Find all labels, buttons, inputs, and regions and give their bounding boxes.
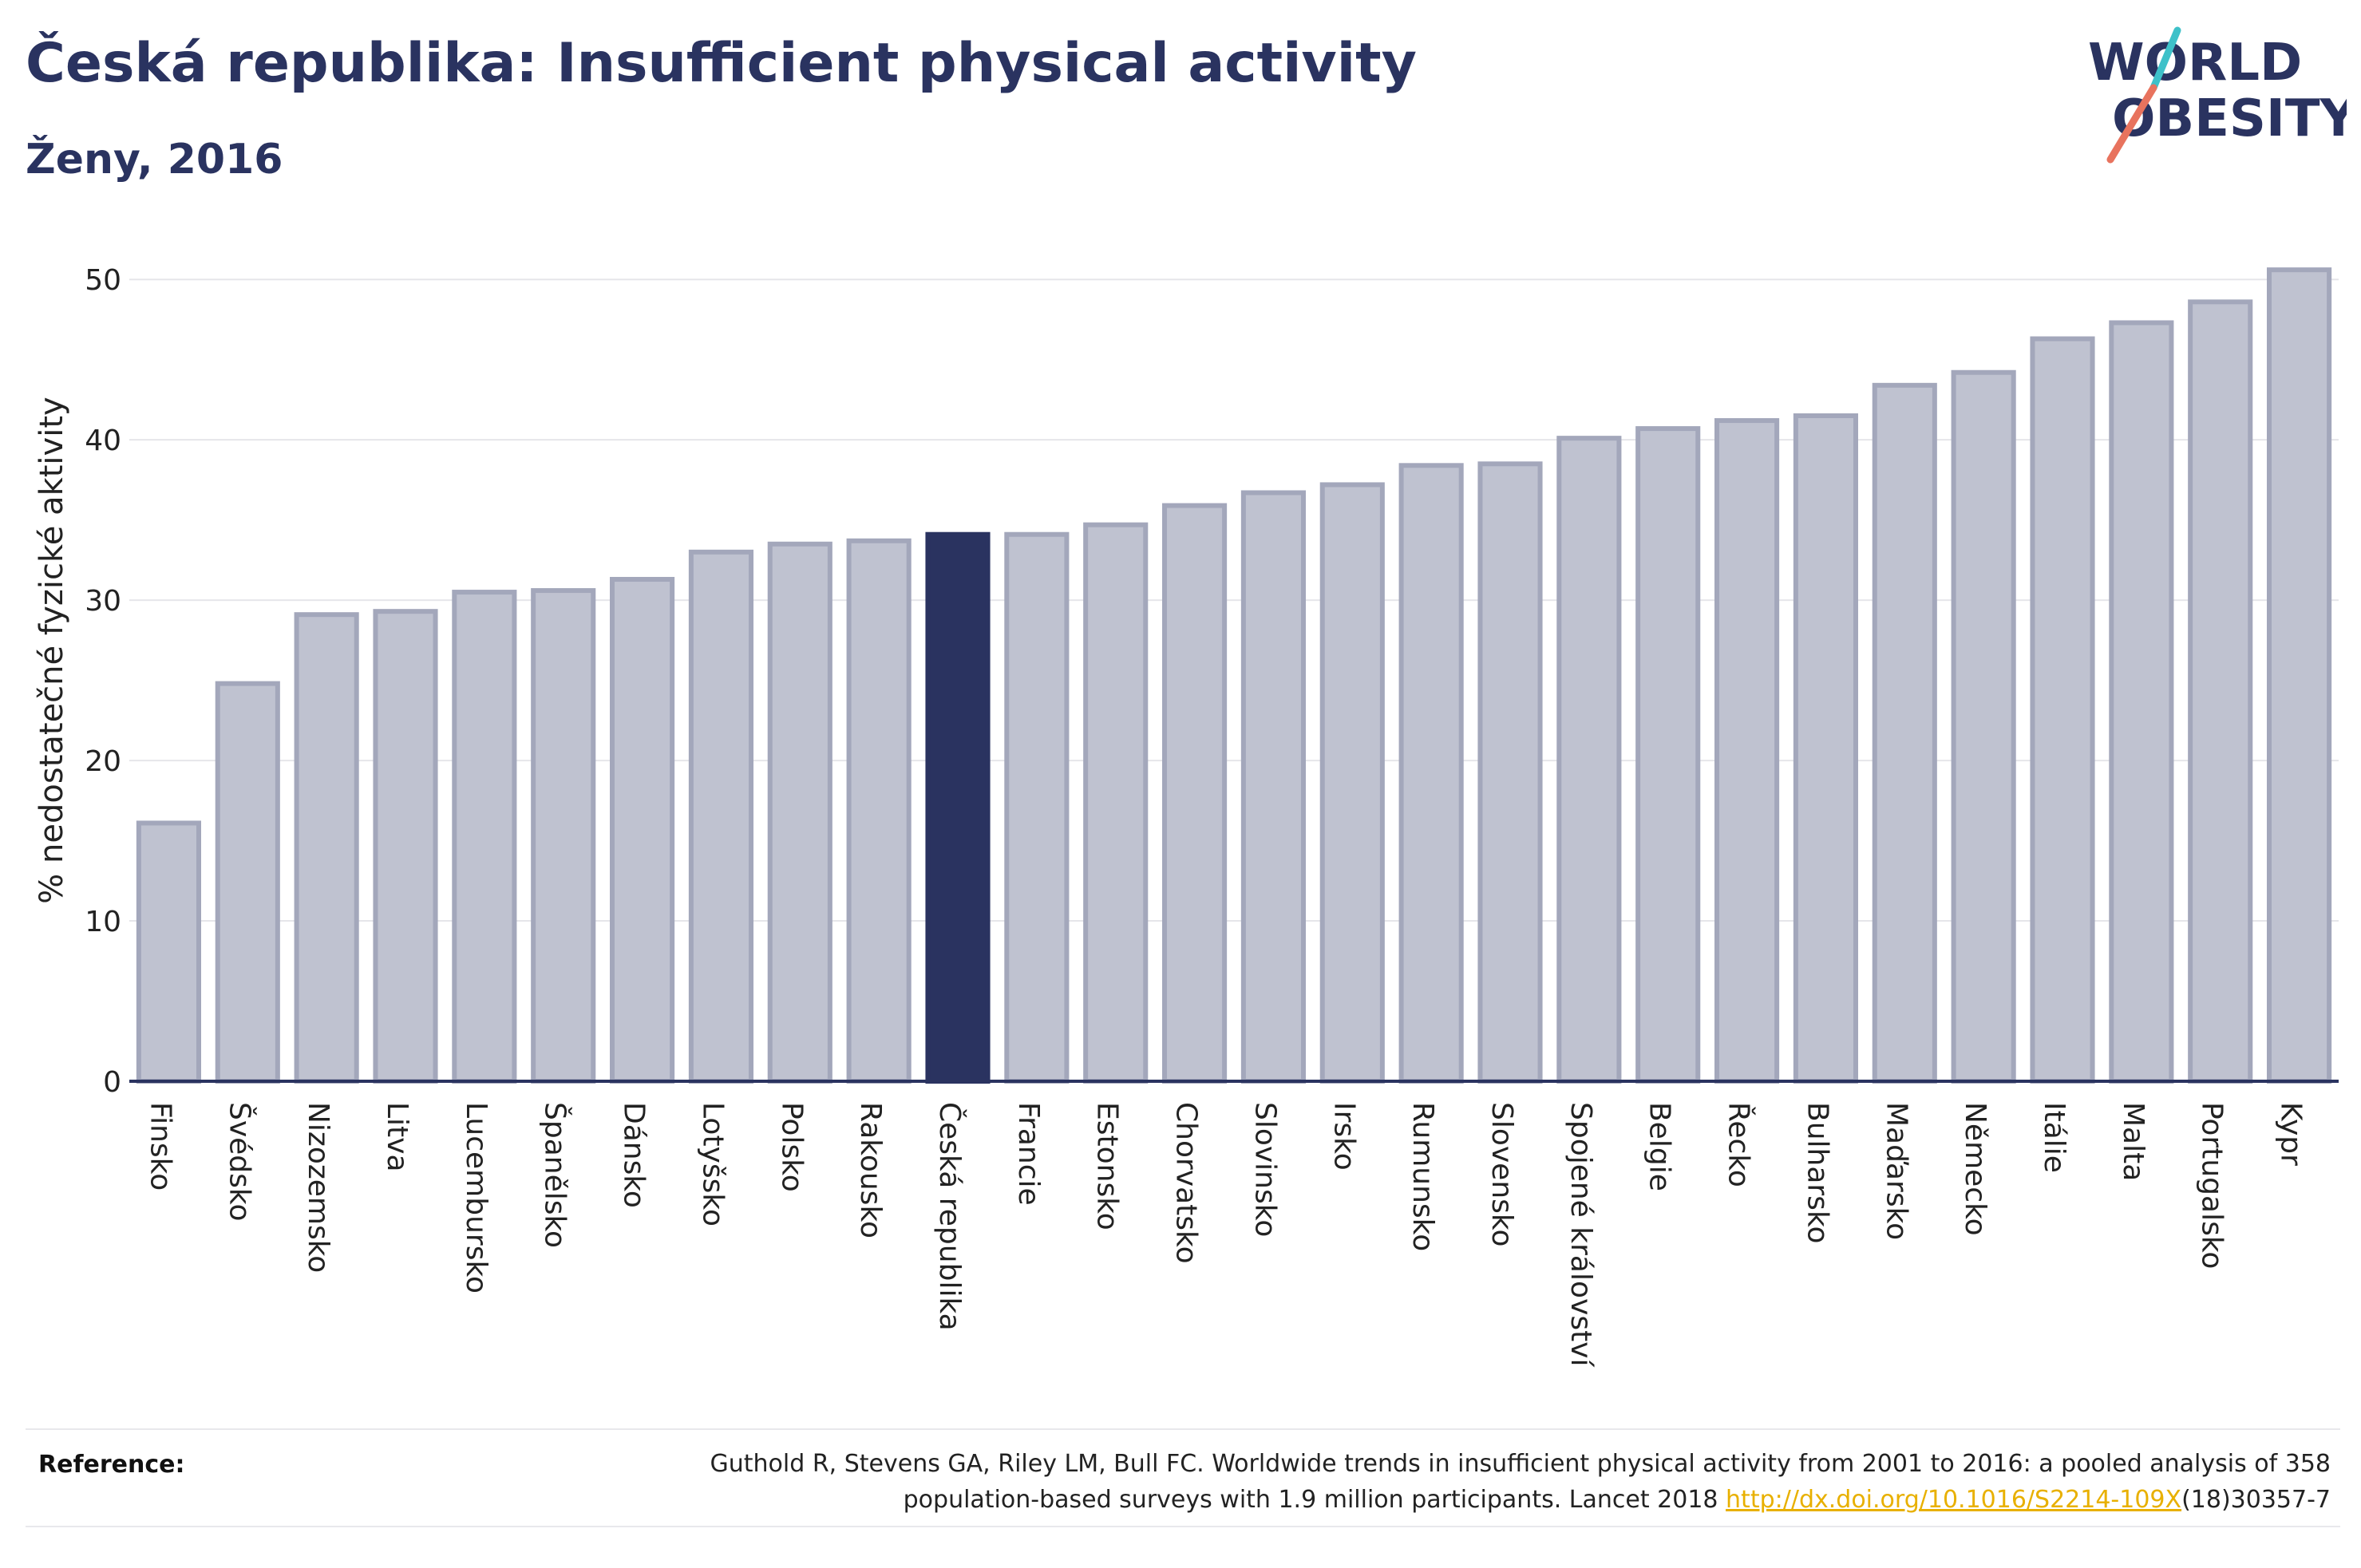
x-tick-label: Litva (381, 1102, 413, 1172)
bar (1556, 436, 1622, 1084)
x-tick-label: Rakousko (854, 1102, 887, 1238)
x-tick-label: Slovinsko (1248, 1102, 1281, 1237)
x-tick-label: Malta (2117, 1102, 2149, 1181)
divider-bottom (26, 1526, 2340, 1527)
x-tick-label: Nizozemsko (302, 1102, 334, 1273)
bar (2267, 267, 2332, 1084)
bar (925, 531, 991, 1084)
y-axis-ticks: 0 10 20 30 40 50 (85, 264, 121, 1099)
x-tick-label: Lucembursko (460, 1102, 492, 1294)
y-axis-label: % nedostatečné fyzické aktivity (34, 397, 70, 903)
bar (1398, 463, 1464, 1084)
logo-slash-coral (2106, 84, 2157, 164)
bar (294, 612, 359, 1084)
bar (373, 609, 438, 1084)
y-tick-label: 50 (85, 264, 121, 297)
x-tick-label: Bulharsko (1801, 1102, 1833, 1244)
reference-label: Reference: (38, 1451, 185, 1479)
world-obesity-logo: WORLD OBESITY (2088, 26, 2347, 164)
x-tick-label: Česká republika (933, 1102, 967, 1331)
x-tick-label: Slovensko (1485, 1102, 1518, 1247)
bar (531, 588, 596, 1084)
bar (136, 820, 201, 1084)
x-tick-label: Německo (1959, 1102, 1991, 1236)
x-tick-label: Rumunsko (1406, 1102, 1439, 1251)
bar (1872, 382, 1937, 1084)
x-tick-label: Finsko (144, 1102, 176, 1191)
x-tick-label: Spojené království (1564, 1102, 1597, 1368)
logo-line2: OBESITY (2112, 89, 2347, 148)
x-tick-label: Itálie (2038, 1102, 2070, 1173)
reference-doi-link[interactable]: http://dx.doi.org/10.1016/S2214-109X (1726, 1486, 2182, 1514)
bar (1793, 413, 1858, 1084)
y-tick-label: 40 (85, 425, 121, 457)
divider-top (26, 1428, 2340, 1430)
reference-doi-suffix: (18)30357-7 (2181, 1486, 2331, 1514)
chart-subtitle: Ženy, 2016 (26, 136, 283, 184)
x-tick-label: Polsko (775, 1102, 808, 1192)
bar (452, 590, 517, 1084)
x-tick-label: Dánsko (618, 1102, 651, 1208)
reference-line1: Guthold R, Stevens GA, Riley LM, Bull FC… (710, 1450, 2331, 1478)
reference-line2: population-based surveys with 1.9 millio… (903, 1486, 1718, 1514)
bar (1951, 369, 2016, 1084)
bars (136, 267, 2332, 1084)
x-tick-label: Maďarsko (1880, 1102, 1912, 1240)
reference-text: Guthold R, Stevens GA, Riley LM, Bull FC… (575, 1446, 2331, 1518)
x-tick-label: Španělsko (539, 1102, 572, 1248)
logo-line1: WORLD (2088, 34, 2302, 93)
y-tick-label: 0 (103, 1066, 121, 1099)
chart-title: Česká republika: Insufficient physical a… (26, 32, 1417, 95)
bar (2188, 299, 2253, 1084)
x-axis-labels: Finsko Švédsko Nizozemsko Litva Lucembursko Š… (144, 1102, 2307, 1368)
bar-chart: 0 10 20 30 40 50 Finsko Švédsko Nizozemsko Litva… (34, 264, 2339, 1368)
bar (1240, 490, 1306, 1084)
bar (1319, 482, 1385, 1084)
y-tick-label: 30 (85, 585, 121, 618)
x-tick-label: Portugalsko (2196, 1102, 2229, 1269)
bar (1083, 522, 1149, 1084)
x-tick-label: Francie (1012, 1102, 1045, 1206)
x-tick-label: Irsko (1327, 1102, 1360, 1171)
x-tick-label: Švédsko (223, 1102, 256, 1222)
bar (1635, 426, 1701, 1084)
bar (1004, 531, 1070, 1084)
x-tick-label: Řecko (1722, 1102, 1756, 1187)
bar (1714, 418, 1780, 1084)
bar (688, 549, 753, 1084)
bar (2030, 336, 2095, 1084)
x-tick-label: Chorvatsko (1170, 1102, 1203, 1264)
bar (215, 681, 280, 1084)
bar (767, 541, 832, 1084)
x-tick-label: Estonsko (1091, 1102, 1124, 1230)
x-tick-label: Belgie (1643, 1102, 1676, 1191)
bar (1162, 503, 1228, 1084)
bar (610, 576, 675, 1084)
x-tick-label: Kypr (2275, 1102, 2308, 1166)
bar (1477, 461, 1543, 1084)
y-tick-label: 20 (85, 745, 121, 778)
bar (2109, 320, 2174, 1084)
x-tick-label: Lotyšsko (696, 1102, 729, 1226)
y-tick-label: 10 (85, 906, 121, 938)
logo-slash-teal (2149, 26, 2181, 92)
bar (846, 538, 912, 1084)
